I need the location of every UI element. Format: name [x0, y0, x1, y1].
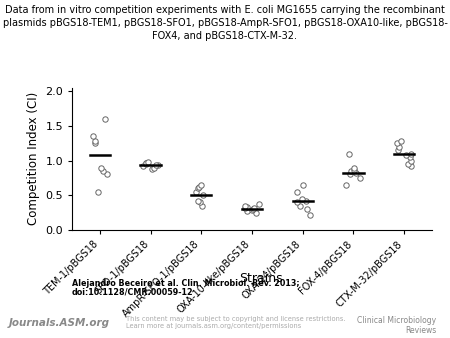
- Text: Clinical Microbiology
Reviews: Clinical Microbiology Reviews: [357, 316, 436, 335]
- Point: [142, 160, 149, 165]
- Point: [192, 189, 199, 194]
- Point: [253, 210, 260, 215]
- Text: Journals.ASM.org: Journals.ASM.org: [9, 318, 110, 328]
- Point: [402, 152, 409, 158]
- Text: Data from in vitro competition experiments with E. coli MG1655 carrying the reco: Data from in vitro competition experimen…: [3, 5, 447, 42]
- Point: [299, 182, 306, 188]
- Point: [248, 208, 256, 213]
- Point: [102, 116, 109, 122]
- Point: [144, 159, 151, 165]
- Point: [398, 139, 405, 144]
- Point: [143, 161, 150, 167]
- Y-axis label: Competition Index (CI): Competition Index (CI): [27, 92, 40, 225]
- Point: [296, 203, 303, 208]
- Point: [306, 212, 313, 217]
- Point: [351, 165, 358, 170]
- Point: [148, 166, 156, 172]
- Text: Strains: Strains: [239, 272, 283, 285]
- Point: [293, 189, 301, 194]
- Point: [199, 193, 207, 198]
- Point: [255, 201, 262, 207]
- Point: [293, 199, 300, 205]
- Point: [350, 167, 357, 172]
- Point: [356, 175, 363, 180]
- Point: [196, 184, 203, 190]
- Point: [194, 198, 202, 203]
- Text: doi:10.1128/CMR.00059-12: doi:10.1128/CMR.00059-12: [72, 288, 194, 297]
- Point: [242, 203, 249, 208]
- Point: [250, 205, 257, 210]
- Point: [198, 203, 205, 208]
- Point: [194, 186, 202, 191]
- Point: [94, 189, 102, 194]
- Point: [98, 165, 105, 170]
- Point: [250, 207, 257, 212]
- Point: [304, 207, 311, 212]
- Text: This content may be subject to copyright and license restrictions.
Learn more at: This content may be subject to copyright…: [126, 316, 346, 329]
- Point: [197, 182, 204, 188]
- Point: [243, 204, 251, 210]
- Point: [394, 147, 401, 153]
- Point: [103, 172, 110, 177]
- Point: [343, 182, 350, 188]
- Point: [154, 163, 162, 168]
- Point: [91, 141, 98, 146]
- Point: [406, 154, 414, 160]
- Point: [90, 134, 97, 139]
- Point: [142, 161, 149, 166]
- Point: [407, 158, 414, 163]
- Point: [302, 198, 309, 203]
- Point: [405, 161, 412, 167]
- Point: [152, 162, 159, 167]
- Point: [352, 170, 360, 176]
- Point: [100, 168, 107, 174]
- Point: [347, 168, 354, 174]
- Point: [396, 144, 403, 149]
- Point: [244, 209, 251, 214]
- Point: [407, 151, 414, 156]
- Point: [394, 141, 401, 146]
- Point: [150, 165, 158, 170]
- Point: [91, 139, 98, 144]
- Point: [346, 172, 353, 177]
- Point: [408, 164, 415, 169]
- Text: Alejandro Beceiro et al. Clin. Microbiol. Rev. 2013;: Alejandro Beceiro et al. Clin. Microbiol…: [72, 279, 300, 288]
- Point: [242, 206, 249, 211]
- Point: [140, 164, 147, 169]
- Point: [298, 196, 306, 201]
- Point: [345, 151, 352, 156]
- Point: [197, 199, 204, 205]
